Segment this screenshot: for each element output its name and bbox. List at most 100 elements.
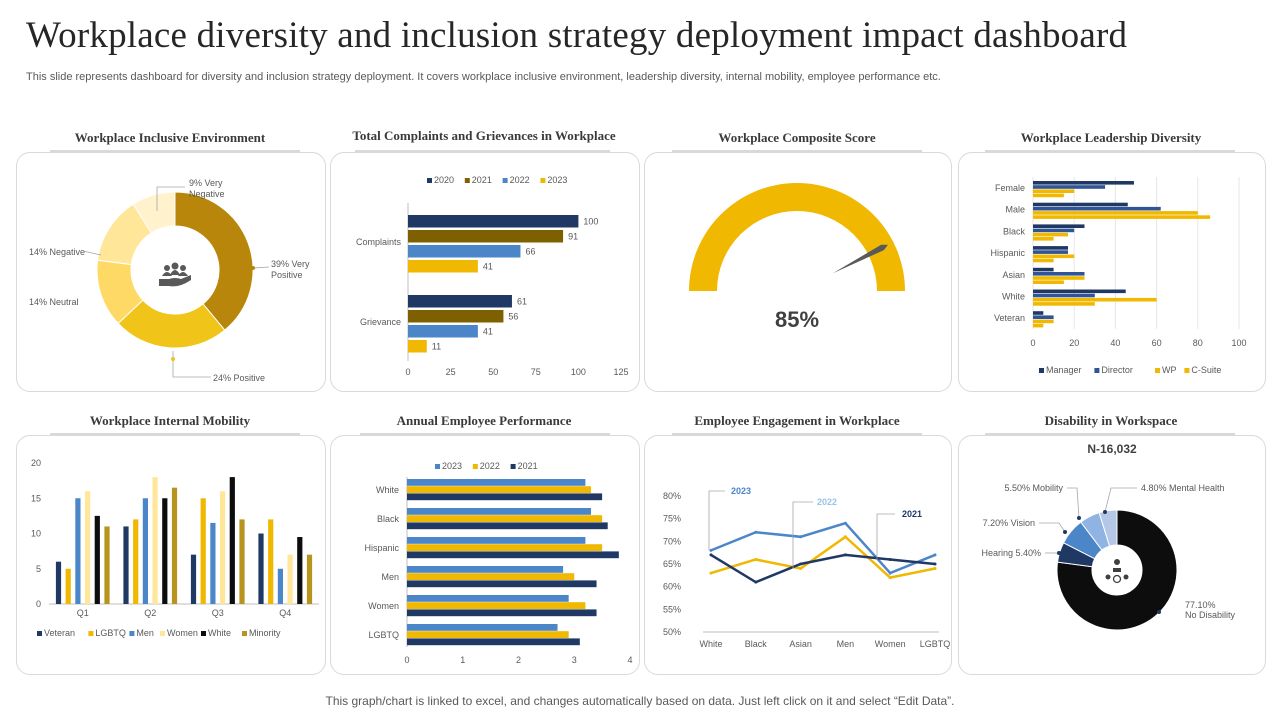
- bar-female-director[interactable]: [1033, 185, 1106, 189]
- bar-q4-women[interactable]: [287, 554, 293, 604]
- slice-39-very-positive[interactable]: [174, 191, 254, 331]
- bar-q3-white[interactable]: [229, 477, 235, 604]
- bar-veteran-director[interactable]: [1033, 315, 1054, 319]
- bar-black-wp[interactable]: [1033, 232, 1069, 237]
- bar-black-2022[interactable]: [407, 515, 603, 522]
- chart-composite[interactable]: 85%: [645, 153, 951, 391]
- bar-hispanic-c-suite[interactable]: [1033, 258, 1054, 263]
- gauge-arc[interactable]: [689, 183, 905, 291]
- point-2023-asian[interactable]: [799, 535, 803, 539]
- panel-disability[interactable]: N-16,032 77.10% No Disability Hearing 5.40%…: [958, 435, 1266, 675]
- bar-men-2022[interactable]: [407, 573, 575, 580]
- bar-q1-lgbtq[interactable]: [65, 568, 71, 604]
- bar-white-c-suite[interactable]: [1033, 302, 1095, 306]
- bar-black-c-suite[interactable]: [1033, 237, 1054, 241]
- bar-grievance-2022[interactable]: [408, 325, 478, 338]
- point-2023-men[interactable]: [843, 521, 847, 525]
- panel-inclusive[interactable]: 39% Very Positive 24% Positive 14% Neutral 1…: [16, 152, 326, 392]
- panel-performance[interactable]: 2023 2022 2021 White Black Hispanic Men Women LG…: [330, 435, 640, 675]
- bar-q3-minority[interactable]: [239, 519, 245, 604]
- bar-lgbtq-2021[interactable]: [407, 638, 580, 646]
- bar-white-manager[interactable]: [1033, 289, 1126, 294]
- bar-hispanic-director[interactable]: [1033, 250, 1069, 254]
- bar-male-c-suite[interactable]: [1033, 215, 1211, 219]
- bar-q3-veteran[interactable]: [190, 554, 197, 604]
- bar-white-director[interactable]: [1033, 293, 1095, 298]
- point-2022-asian[interactable]: [799, 567, 803, 571]
- bar-q3-lgbtq[interactable]: [200, 498, 206, 604]
- panel-leadership[interactable]: 0 20 40 60 80 100 Female Male Black Hispanic Asian…: [958, 152, 1266, 392]
- bar-asian-director[interactable]: [1033, 272, 1085, 276]
- bar-q2-women[interactable]: [152, 477, 158, 604]
- bar-women-2022[interactable]: [407, 602, 586, 609]
- point-2023-black[interactable]: [754, 530, 758, 534]
- bar-white-2022[interactable]: [407, 486, 591, 493]
- panel-mobility[interactable]: 0 5 10 15 20 Q1 Q2 Q3 Q4 Veteran LGBTQ Men Women Whit…: [16, 435, 326, 675]
- bar-q1-minority[interactable]: [104, 526, 110, 604]
- bar-grievance-2021[interactable]: [408, 310, 504, 323]
- chart-disability[interactable]: N-16,032 77.10% No Disability Hearing 5.40%…: [959, 436, 1265, 674]
- chart-leadership[interactable]: 0 20 40 60 80 100 Female Male Black Hispanic Asian…: [959, 153, 1265, 391]
- bar-q3-men[interactable]: [210, 522, 216, 604]
- bar-white-2023[interactable]: [407, 479, 586, 486]
- bar-male-wp[interactable]: [1033, 211, 1198, 215]
- bar-q2-men[interactable]: [142, 498, 148, 604]
- bar-q2-minority[interactable]: [171, 487, 178, 604]
- chart-performance[interactable]: 2023 2022 2021 White Black Hispanic Men Women LG…: [331, 436, 639, 674]
- panel-complaints[interactable]: 2020 2021 2022 2023 Complaints 100 91 66 41 Griev…: [330, 152, 640, 392]
- bar-q4-men[interactable]: [277, 568, 283, 604]
- chart-complaints[interactable]: 2020 2021 2022 2023 Complaints 100 91 66 41 Griev…: [331, 153, 639, 391]
- bar-q4-veteran[interactable]: [258, 533, 264, 605]
- bar-white-2021[interactable]: [407, 493, 603, 501]
- panel-engagement[interactable]: 50% 55% 60% 65% 70% 75% 80% White Black Asian Men W…: [644, 435, 952, 675]
- point-2023-women[interactable]: [888, 571, 892, 575]
- bar-complaints-2021[interactable]: [408, 230, 564, 243]
- bar-veteran-wp[interactable]: [1033, 319, 1054, 324]
- bar-q1-women[interactable]: [85, 491, 91, 604]
- point-2021-men[interactable]: [843, 553, 847, 557]
- point-2022-black[interactable]: [754, 557, 758, 561]
- bar-asian-wp[interactable]: [1033, 276, 1085, 280]
- bar-black-director[interactable]: [1033, 228, 1075, 233]
- bar-q2-lgbtq[interactable]: [133, 519, 139, 604]
- bar-men-2021[interactable]: [407, 580, 597, 588]
- bar-black-2021[interactable]: [407, 522, 608, 530]
- bar-veteran-manager[interactable]: [1033, 311, 1044, 315]
- chart-mobility[interactable]: 0 5 10 15 20 Q1 Q2 Q3 Q4 Veteran LGBTQ Men Women Whit…: [17, 436, 325, 674]
- point-2022-men[interactable]: [843, 535, 847, 539]
- line-series-2021[interactable]: [710, 553, 936, 584]
- bar-q4-white[interactable]: [297, 537, 303, 604]
- bar-female-wp[interactable]: [1033, 189, 1075, 193]
- bar-male-director[interactable]: [1033, 206, 1161, 211]
- bar-q3-women[interactable]: [220, 491, 226, 604]
- bar-q2-white[interactable]: [162, 498, 168, 604]
- point-2021-asian[interactable]: [799, 562, 803, 566]
- bar-asian-manager[interactable]: [1033, 267, 1054, 272]
- chart-inclusive[interactable]: 39% Very Positive 24% Positive 14% Neutral 1…: [17, 153, 325, 391]
- bar-white-wp[interactable]: [1033, 297, 1157, 302]
- bar-hispanic-2021[interactable]: [407, 551, 619, 559]
- line-series-2022[interactable]: [710, 535, 936, 579]
- bar-q4-minority[interactable]: [306, 554, 313, 604]
- bar-black-manager[interactable]: [1033, 224, 1085, 228]
- point-2022-women[interactable]: [888, 576, 892, 580]
- bar-q2-veteran[interactable]: [123, 526, 129, 604]
- bar-q1-veteran[interactable]: [55, 561, 62, 604]
- line-series-2023[interactable]: [710, 521, 936, 575]
- bar-lgbtq-2022[interactable]: [407, 631, 569, 638]
- slice-9-very-negative[interactable]: [132, 191, 176, 234]
- point-2022-lgbtq[interactable]: [933, 567, 937, 571]
- bar-grievance-2023[interactable]: [408, 340, 427, 353]
- bar-complaints-2023[interactable]: [408, 260, 478, 273]
- bar-hispanic-2022[interactable]: [407, 544, 603, 551]
- point-2021-black[interactable]: [754, 580, 758, 584]
- bar-lgbtq-2023[interactable]: [407, 624, 558, 631]
- bar-black-2023[interactable]: [407, 508, 591, 515]
- bar-veteran-c-suite[interactable]: [1033, 323, 1044, 328]
- bar-complaints-2022[interactable]: [408, 245, 521, 258]
- bar-q1-white[interactable]: [94, 515, 100, 604]
- bar-women-2023[interactable]: [407, 595, 569, 602]
- bar-hispanic-wp[interactable]: [1033, 254, 1075, 259]
- point-2021-women[interactable]: [888, 557, 892, 561]
- point-2023-lgbtq[interactable]: [933, 553, 937, 557]
